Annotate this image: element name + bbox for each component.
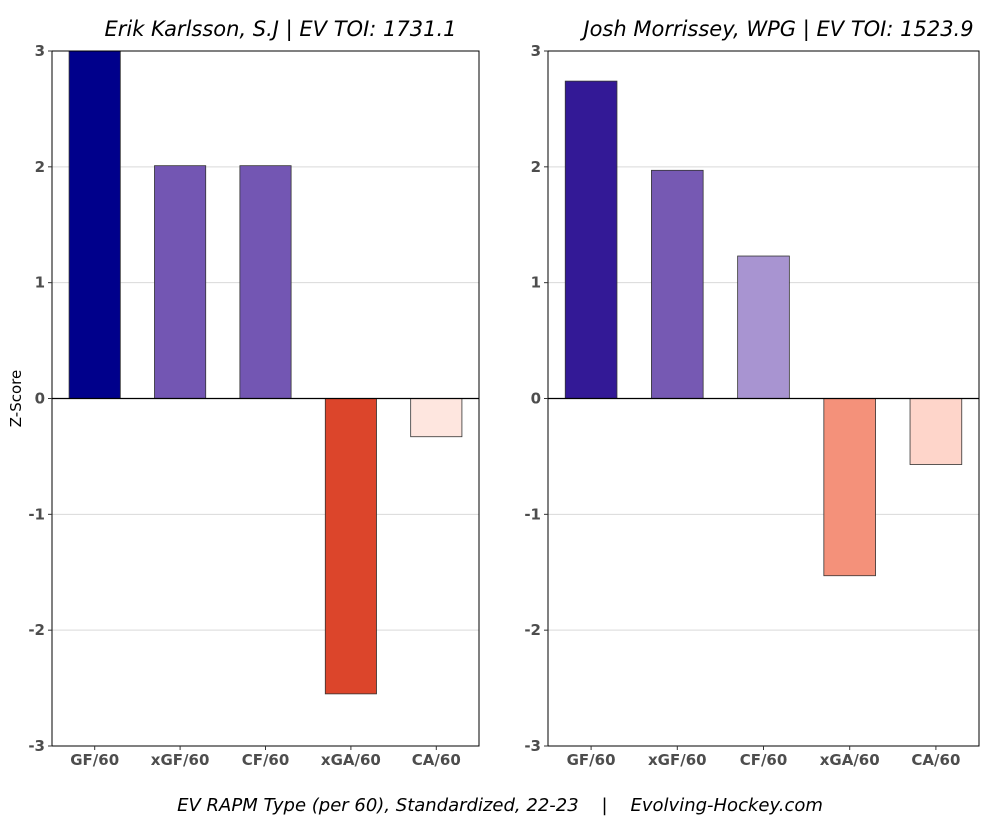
chart-panel-1: -3 -2 -1 0 1 2 3 GF/60 xGF/60 CF/60 xGA/60 CA/60 Eri…: [7, 17, 480, 769]
bar-cf-60: [239, 165, 292, 399]
y-tick-label: -2: [524, 621, 541, 639]
y-tick-label: -2: [28, 621, 45, 639]
x-tick-label: xGA/60: [321, 751, 381, 769]
bar-xga-60: [823, 398, 876, 577]
bar-ca-60: [410, 398, 463, 438]
bar-ca-60: [909, 398, 963, 465]
bar-gf-60: [68, 50, 121, 399]
chart-panels: -3 -2 -1 0 1 2 3 GF/60 xGF/60 CF/60 xGA/60 CA/60 Eri…: [7, 17, 980, 769]
x-tick-label: CA/60: [412, 751, 461, 769]
x-tick-label: GF/60: [70, 751, 119, 769]
y-tick-label: 0: [35, 390, 45, 408]
x-tick-label: xGF/60: [151, 751, 210, 769]
y-tick-label: 2: [531, 158, 541, 176]
x-tick-label: CA/60: [911, 751, 960, 769]
x-tick-label: xGA/60: [820, 751, 880, 769]
chart-panel-2: -3 -2 -1 0 1 2 3 GF/60 xGF/60 CF/60 xGA/60 CA/60 Jos…: [524, 17, 980, 769]
y-tick-label: -3: [28, 737, 45, 755]
y-tick-label: 3: [35, 42, 45, 60]
panel-title: Josh Morrissey, WPG | EV TOI: 1523.9: [579, 17, 973, 42]
bar-xga-60: [324, 398, 377, 695]
y-tick-label: 1: [35, 274, 45, 292]
bar-xgf-60: [651, 169, 704, 399]
y-tick-label: 0: [531, 390, 541, 408]
x-tick-label: CF/60: [242, 751, 290, 769]
bar-cf-60: [737, 255, 790, 399]
y-tick-label: -3: [524, 737, 541, 755]
bar-xgf-60: [154, 165, 207, 399]
y-axis-label: Z-Score: [7, 370, 25, 427]
bar-gf-60: [564, 80, 618, 399]
y-tick-label: -1: [524, 505, 541, 523]
chart-caption: EV RAPM Type (per 60), Standardized, 22-…: [177, 795, 823, 816]
y-tick-label: 2: [35, 158, 45, 176]
x-tick-label: xGF/60: [648, 751, 707, 769]
y-tick-label: 1: [531, 274, 541, 292]
x-tick-label: GF/60: [567, 751, 616, 769]
panel-title: Erik Karlsson, S.J | EV TOI: 1731.1: [104, 17, 456, 42]
y-tick-label: -1: [28, 505, 45, 523]
y-tick-label: 3: [531, 42, 541, 60]
x-tick-label: CF/60: [740, 751, 788, 769]
